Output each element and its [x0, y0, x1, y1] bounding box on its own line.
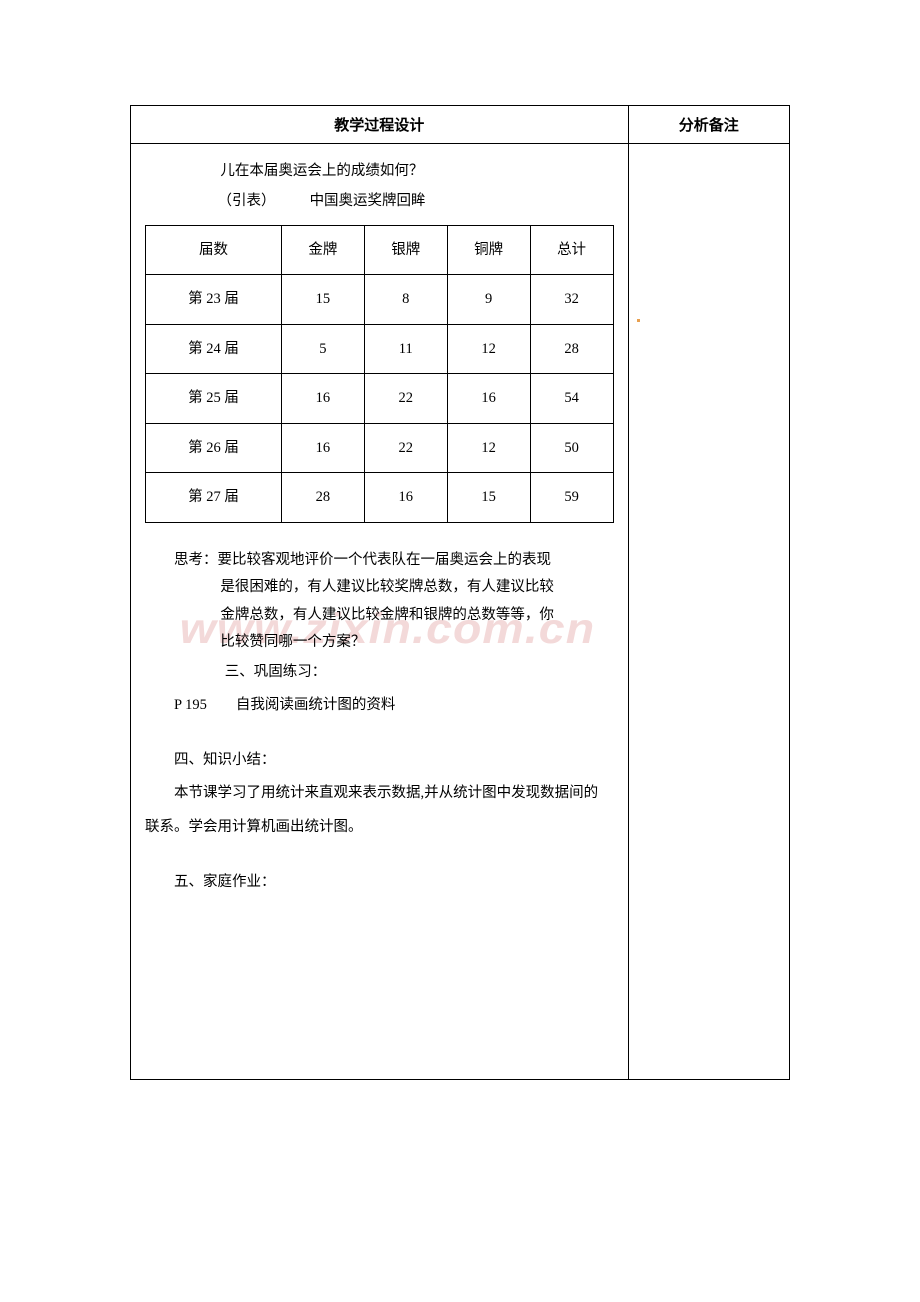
col-gold: 金牌: [281, 225, 364, 274]
cell-silver: 11: [364, 324, 447, 373]
table-row: 第 24 届 5 11 12 28: [146, 324, 614, 373]
table-row: 第 27 届 28 16 15 59: [146, 473, 614, 522]
cell-total: 59: [530, 473, 613, 522]
intro-line-2: （引表） 中国奥运奖牌回眸: [145, 186, 614, 216]
bottom-padding: [145, 899, 614, 1059]
cell-session: 第 27 届: [146, 473, 282, 522]
notes-cell: [628, 144, 789, 1080]
header-row: 教学过程设计 分析备注: [131, 106, 790, 144]
marker-dot: [637, 319, 640, 322]
table-title: 中国奥运奖牌回眸: [310, 193, 426, 209]
table-row: 第 23 届 15 8 9 32: [146, 275, 614, 324]
cell-gold: 5: [281, 324, 364, 373]
table-header-row: 届数 金牌 银牌 铜牌 总计: [146, 225, 614, 274]
cell-total: 28: [530, 324, 613, 373]
cell-total: 32: [530, 275, 613, 324]
header-analysis-notes: 分析备注: [628, 106, 789, 144]
cell-gold: 28: [281, 473, 364, 522]
content-cell: 儿在本届奥运会上的成绩如何？ （引表） 中国奥运奖牌回眸 届数 金牌 银牌 铜牌…: [131, 144, 629, 1080]
cell-gold: 16: [281, 423, 364, 472]
cell-total: 54: [530, 374, 613, 423]
thinking-line-4: 比较赞同哪一个方案？: [145, 629, 614, 657]
cell-total: 50: [530, 423, 613, 472]
cell-session: 第 24 届: [146, 324, 282, 373]
cell-bronze: 9: [447, 275, 530, 324]
thinking-line-3: 金牌总数，有人建议比较金牌和银牌的总数等等，你: [145, 602, 614, 630]
col-total: 总计: [530, 225, 613, 274]
cell-session: 第 23 届: [146, 275, 282, 324]
cell-silver: 22: [364, 423, 447, 472]
section-5-title: 五、家庭作业：: [145, 866, 614, 899]
col-bronze: 铜牌: [447, 225, 530, 274]
thinking-line-2: 是很困难的，有人建议比较奖牌总数，有人建议比较: [145, 574, 614, 602]
table-row: 第 25 届 16 22 16 54: [146, 374, 614, 423]
thinking-line-1: 思考：要比较客观地评价一个代表队在一届奥运会上的表现: [145, 547, 614, 575]
section-4-text-2: 联系。学会用计算机画出统计图。: [145, 811, 614, 844]
cell-bronze: 16: [447, 374, 530, 423]
col-silver: 银牌: [364, 225, 447, 274]
intro-line-1: 儿在本届奥运会上的成绩如何？: [145, 156, 614, 186]
table-row: 第 26 届 16 22 12 50: [146, 423, 614, 472]
cell-gold: 15: [281, 275, 364, 324]
section-4-text-1: 本节课学习了用统计来直观来表示数据,并从统计图中发现数据间的: [145, 777, 614, 810]
section-4-title: 四、知识小结：: [145, 744, 614, 777]
cell-gold: 16: [281, 374, 364, 423]
cell-bronze: 12: [447, 423, 530, 472]
header-teaching-process: 教学过程设计: [131, 106, 629, 144]
cell-silver: 16: [364, 473, 447, 522]
main-layout-table: 教学过程设计 分析备注 儿在本届奥运会上的成绩如何？ （引表） 中国奥运奖牌回眸…: [130, 105, 790, 1080]
cell-bronze: 12: [447, 324, 530, 373]
section-3-title: 三、巩固练习：: [145, 657, 614, 689]
cell-session: 第 26 届: [146, 423, 282, 472]
col-session: 届数: [146, 225, 282, 274]
cell-session: 第 25 届: [146, 374, 282, 423]
medal-data-table: 届数 金牌 银牌 铜牌 总计 第 23 届 15 8 9 32 第 24: [145, 225, 614, 523]
yinbiao-label: （引表）: [181, 186, 275, 216]
cell-silver: 22: [364, 374, 447, 423]
section-3-text: P 195 自我阅读画统计图的资料: [145, 689, 614, 722]
cell-bronze: 15: [447, 473, 530, 522]
cell-silver: 8: [364, 275, 447, 324]
